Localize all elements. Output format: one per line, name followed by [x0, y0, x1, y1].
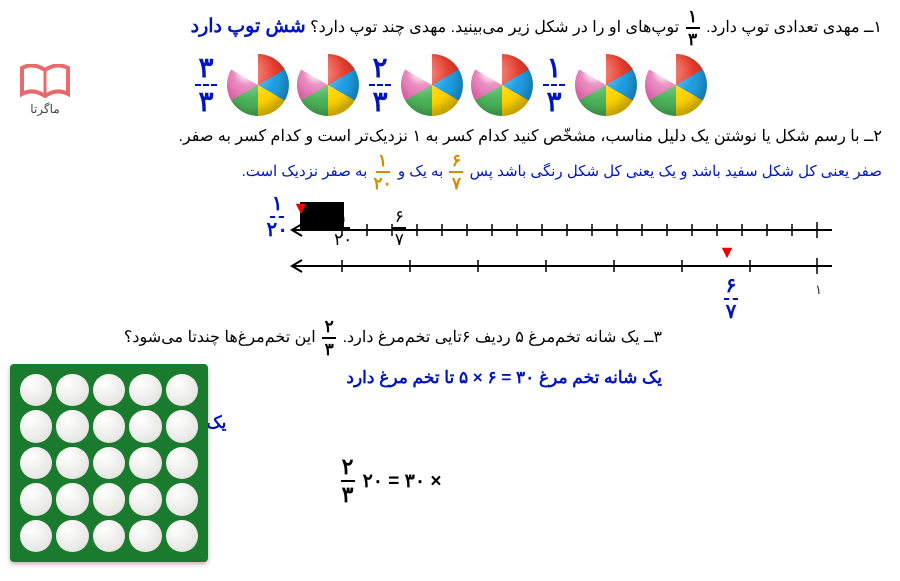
ball-icon — [401, 54, 463, 116]
egg-icon — [129, 374, 161, 406]
egg-icon — [166, 374, 198, 406]
number-line-1 — [282, 200, 842, 240]
egg-icon — [56, 410, 88, 442]
egg-icon — [166, 520, 198, 552]
book-icon — [20, 64, 70, 100]
fraction-1-20: ۱۲۰ — [373, 152, 391, 192]
fraction-1-3: ۱۳ — [686, 8, 700, 48]
number-line-2 — [282, 246, 842, 286]
fraction-2-3: ۲۳ — [322, 318, 336, 358]
ball-icon — [575, 54, 637, 116]
question-1: ۱ــ مهدی تعدادی توپ دارد. ۱۳ توپ‌های او … — [18, 8, 882, 48]
brand-name: ماگرتا — [14, 102, 76, 116]
egg-tray — [10, 364, 208, 562]
egg-icon — [56, 374, 88, 406]
q1-answer: شش توپ دارد — [191, 16, 306, 37]
egg-icon — [129, 410, 161, 442]
ball-icon — [227, 54, 289, 116]
brand-logo: ماگرتا — [14, 64, 76, 116]
egg-icon — [93, 483, 125, 515]
egg-icon — [56, 447, 88, 479]
egg-icon — [129, 520, 161, 552]
balls-row: ۳۳ ۲۳ ۱۳ — [18, 54, 882, 116]
fraction-6-7: ۶۷ — [449, 152, 463, 192]
q2-answer: صفر یعنی کل شکل سفید باشد و یک یعنی کل ش… — [18, 152, 882, 192]
fraction-1-3-b: ۱۳ — [543, 54, 565, 116]
egg-icon — [20, 410, 52, 442]
ball-icon — [297, 54, 359, 116]
ball-icon — [645, 54, 707, 116]
egg-icon — [166, 410, 198, 442]
egg-icon — [20, 520, 52, 552]
egg-icon — [93, 447, 125, 479]
egg-icon — [166, 483, 198, 515]
egg-icon — [166, 447, 198, 479]
question-2: ۲ــ با رسم شکل یا نوشتن یک دلیل مناسب، م… — [18, 126, 882, 146]
axis-one: ۱ — [815, 282, 822, 298]
ball-icon — [471, 54, 533, 116]
egg-icon — [93, 374, 125, 406]
egg-icon — [20, 374, 52, 406]
q1-mid: توپ‌های او را در شکل زیر می‌بینید. مهدی … — [310, 19, 679, 36]
egg-icon — [56, 483, 88, 515]
egg-icon — [129, 447, 161, 479]
egg-icon — [20, 447, 52, 479]
fraction-3-3: ۳۳ — [195, 54, 217, 116]
egg-icon — [129, 483, 161, 515]
egg-icon — [56, 520, 88, 552]
fraction-2-3: ۲۳ — [369, 54, 391, 116]
label-6-7: ۶۷ — [724, 276, 738, 322]
egg-icon — [93, 410, 125, 442]
number-lines: ۱۲۰ ۶۷ ۱۲۰ ▼ ▼ ۶۷ ۱ — [18, 198, 882, 318]
arrow-down-icon: ▼ — [718, 242, 736, 263]
question-3: ۳ــ یک شانه تخم‌مرغ ۵ ردیف ۶تایی تخم‌مرغ… — [18, 318, 882, 358]
q1-prefix: ۱ــ مهدی تعدادی توپ دارد. — [706, 19, 882, 36]
egg-icon — [20, 483, 52, 515]
egg-icon — [93, 520, 125, 552]
fraction-2-3-c: ۲۳ — [341, 456, 355, 506]
